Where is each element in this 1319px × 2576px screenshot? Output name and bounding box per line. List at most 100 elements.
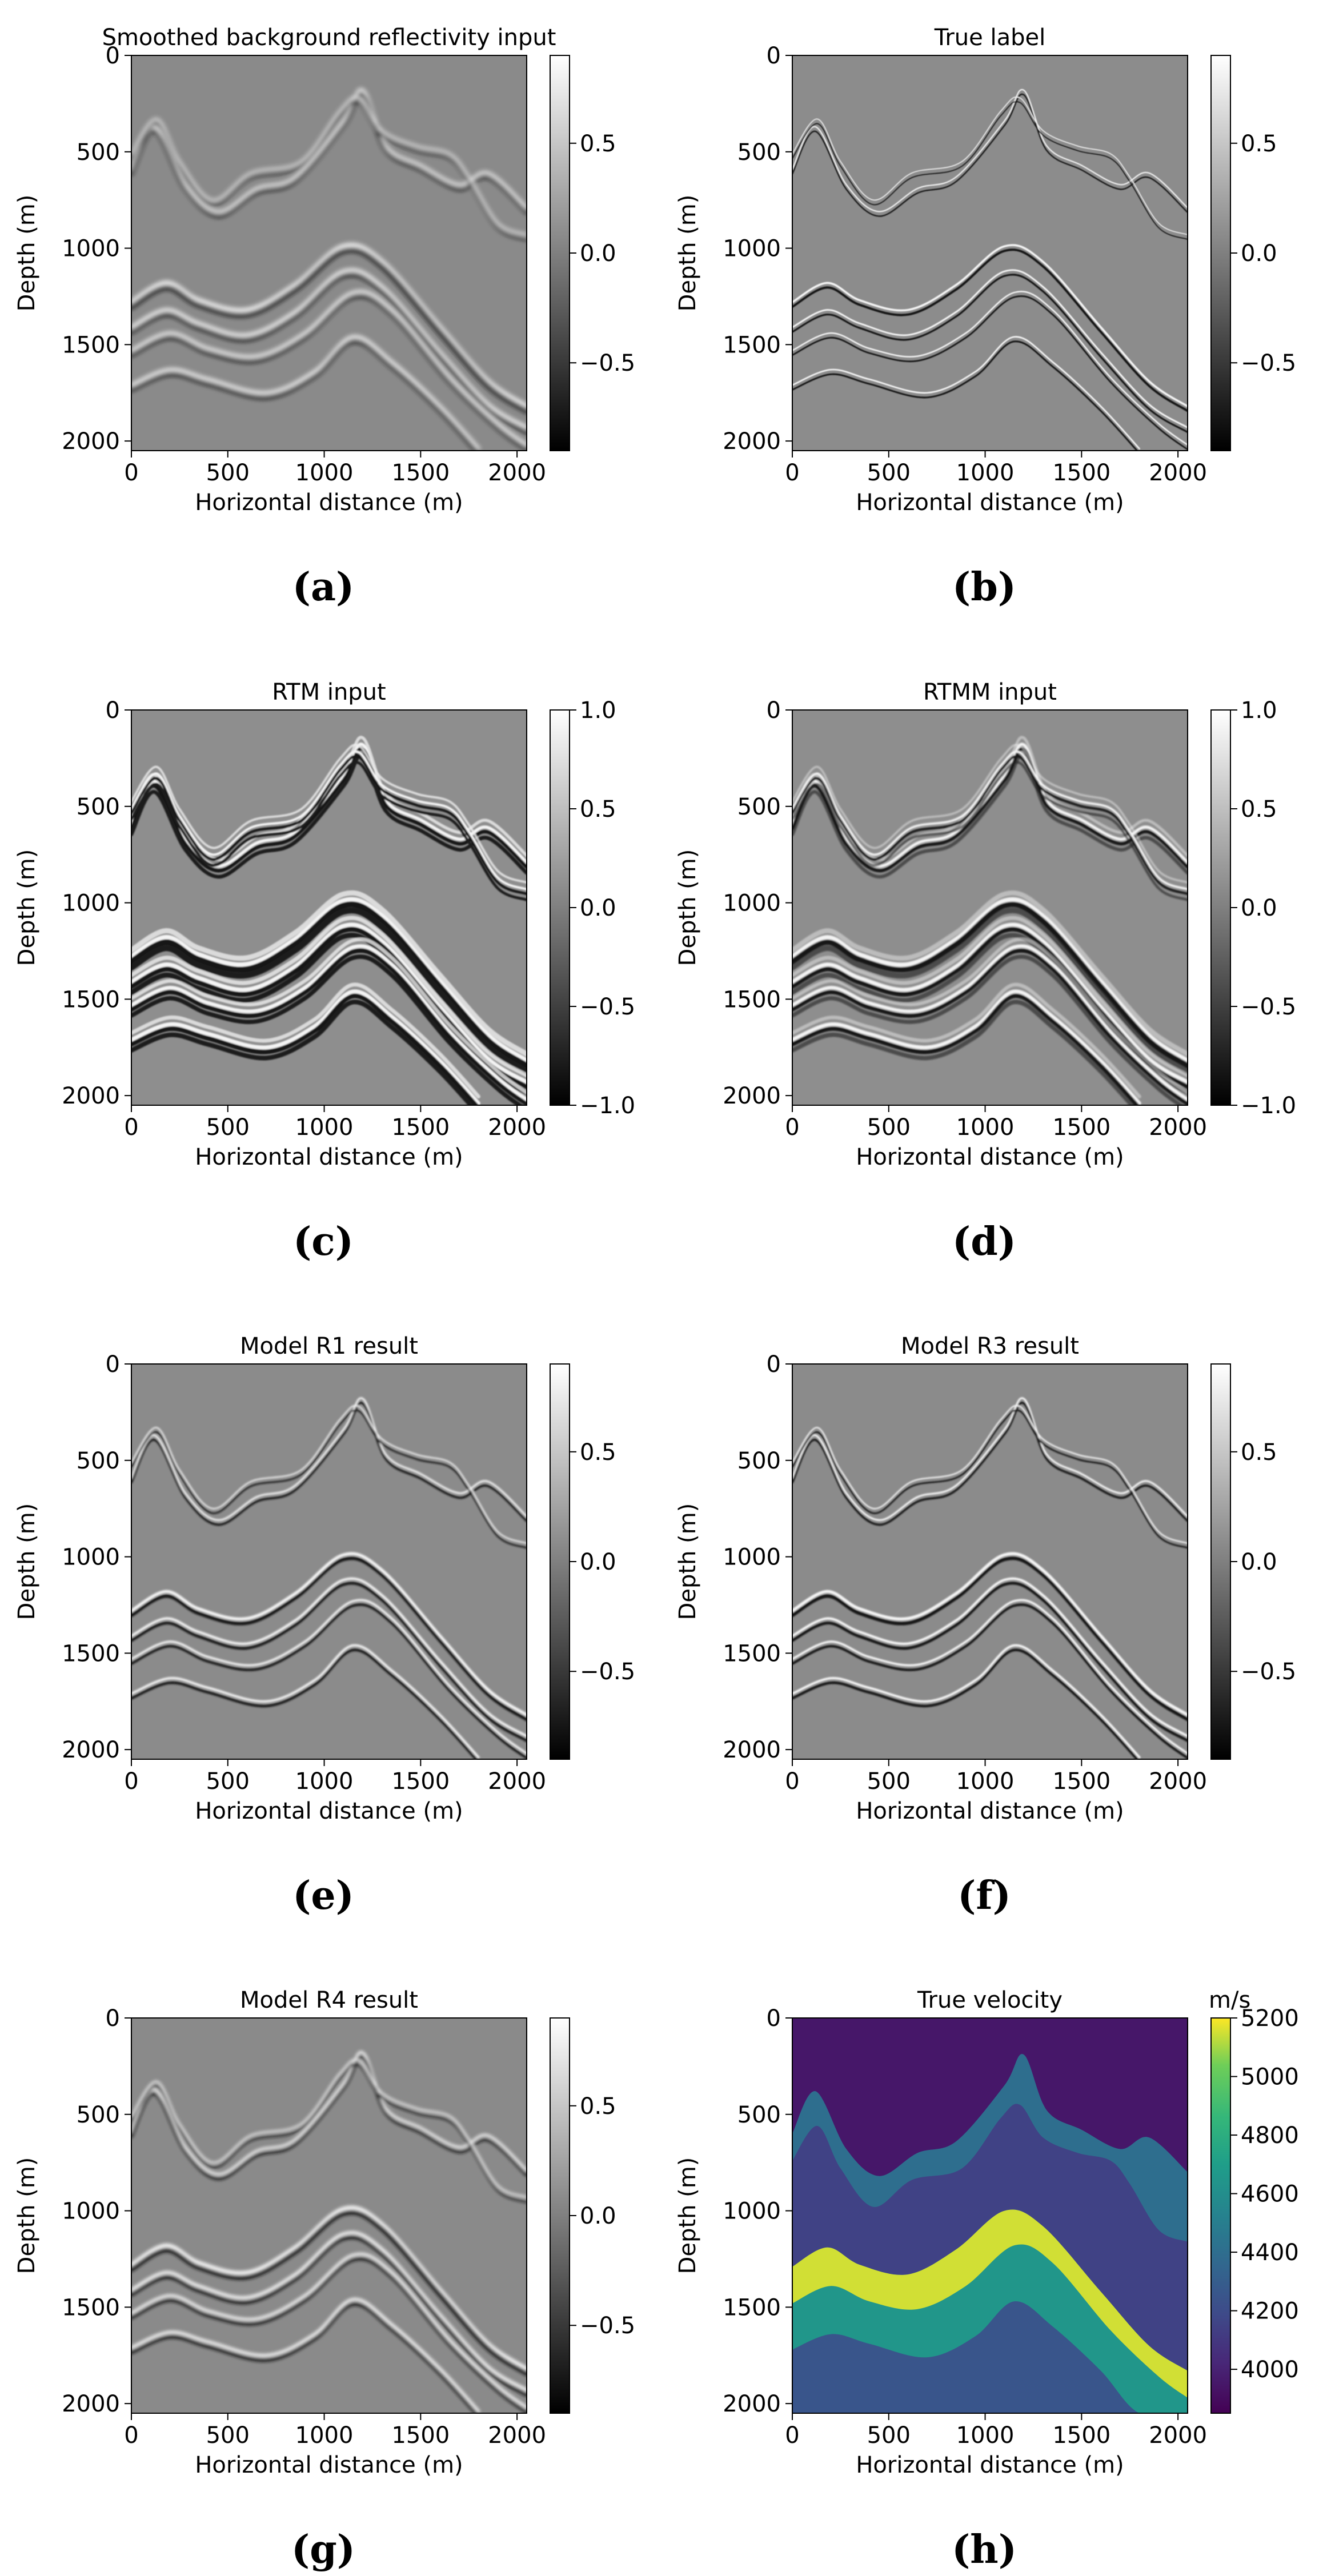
reflector-dark bbox=[792, 1409, 1188, 1549]
reflector-bright bbox=[792, 97, 1188, 235]
reflector-bright bbox=[792, 937, 1188, 1095]
panel-title: RTM input bbox=[272, 679, 386, 705]
colorbar-tick-label: 0.0 bbox=[580, 1549, 616, 1575]
y-axis-label: Depth (m) bbox=[675, 1503, 701, 1620]
panel-title: True label bbox=[934, 25, 1045, 51]
reflector-bright bbox=[792, 751, 1188, 890]
x-tick-label: 500 bbox=[206, 2422, 250, 2449]
reflector-dark bbox=[131, 2302, 479, 2413]
reflector-dark bbox=[131, 761, 527, 901]
y-tick-label: 1000 bbox=[723, 1544, 781, 1571]
x-axis-label: Horizontal distance (m) bbox=[195, 1144, 463, 1170]
panel-caption: (h) bbox=[952, 2527, 1017, 2573]
y-tick-label: 2000 bbox=[723, 1083, 781, 1109]
x-tick-label: 1000 bbox=[295, 1768, 354, 1795]
reflector-dark bbox=[792, 101, 1188, 240]
y-tick-label: 2000 bbox=[62, 2391, 120, 2417]
colorbar-tick-label: 0.5 bbox=[1241, 131, 1277, 157]
x-tick-label: 500 bbox=[206, 1768, 250, 1795]
x-tick-label: 1500 bbox=[391, 1114, 450, 1141]
y-tick-label: 0 bbox=[767, 43, 781, 69]
colorbar-tick-label: 0.5 bbox=[1241, 1439, 1277, 1466]
reflector-bright bbox=[131, 890, 527, 1057]
reflector-dark bbox=[131, 2210, 527, 2376]
reflector-dark bbox=[131, 2063, 527, 2203]
colorbar-tick-label: 0.0 bbox=[580, 240, 616, 267]
colorbar-tick-label: −0.5 bbox=[580, 994, 635, 1020]
panel-caption: (d) bbox=[952, 1219, 1016, 1265]
reflector-bright bbox=[792, 1644, 1141, 1759]
reflector-dark bbox=[792, 747, 1188, 873]
x-tick-label: 0 bbox=[124, 460, 138, 486]
y-tick-label: 1500 bbox=[723, 332, 781, 358]
reflector-dark bbox=[131, 1409, 527, 1549]
colorbar-tick-label: 0.0 bbox=[1241, 895, 1277, 921]
y-axis-label: Depth (m) bbox=[675, 849, 701, 966]
colorbar-tick-label: 4200 bbox=[1241, 2298, 1299, 2325]
reflector-bright bbox=[131, 2298, 480, 2413]
x-tick-label: 500 bbox=[867, 2422, 911, 2449]
colorbar-tick-label: −0.5 bbox=[580, 2313, 635, 2339]
x-tick-label: 1500 bbox=[1052, 460, 1110, 486]
x-axis-label: Horizontal distance (m) bbox=[195, 489, 463, 516]
panel-b-background bbox=[792, 55, 1188, 451]
x-tick-label: 1500 bbox=[1052, 1114, 1110, 1141]
x-tick-label: 500 bbox=[867, 460, 911, 486]
x-tick-label: 2000 bbox=[488, 2422, 546, 2449]
velocity-reflector-band bbox=[792, 2209, 1188, 2398]
reflector-bright bbox=[131, 335, 480, 451]
panel-g-reflectors bbox=[131, 2051, 527, 2413]
x-tick-label: 0 bbox=[785, 1768, 799, 1795]
y-tick-label: 500 bbox=[737, 139, 781, 166]
reflector-dark bbox=[792, 1000, 1135, 1105]
reflector-dark bbox=[792, 340, 1138, 451]
x-tick-label: 500 bbox=[206, 460, 250, 486]
reflector-bright bbox=[792, 244, 1188, 408]
y-tick-label: 500 bbox=[77, 2102, 120, 2128]
reflector-dark bbox=[792, 753, 1188, 879]
reflector-dark bbox=[792, 1603, 1188, 1759]
panel-d-reflectors bbox=[792, 736, 1188, 1105]
reflector-bright bbox=[131, 1644, 480, 1759]
colorbar-tick-label: 0.5 bbox=[580, 1439, 616, 1466]
reflector-dark bbox=[131, 2055, 527, 2180]
y-axis-label: Depth (m) bbox=[14, 1503, 40, 1620]
y-axis-label: Depth (m) bbox=[675, 2157, 701, 2274]
x-tick-label: 1000 bbox=[295, 460, 354, 486]
reflector-bright bbox=[792, 736, 1188, 861]
y-tick-label: 1500 bbox=[723, 986, 781, 1013]
y-tick-label: 2000 bbox=[62, 1083, 120, 1109]
reflector-bright bbox=[792, 1397, 1188, 1522]
colorbar-tick-label: −1.0 bbox=[1241, 1093, 1296, 1119]
reflector-dark bbox=[792, 949, 1188, 1105]
reflector-bright bbox=[792, 1405, 1188, 1544]
y-tick-label: 500 bbox=[77, 139, 120, 166]
y-axis-label: Depth (m) bbox=[14, 2157, 40, 2274]
reflector-dark bbox=[131, 294, 527, 451]
reflector-bright bbox=[792, 743, 1188, 868]
panel-f-frame bbox=[792, 1363, 1188, 1760]
colorbar-tick-label: 5000 bbox=[1241, 2064, 1299, 2091]
reflector-dark bbox=[131, 247, 527, 414]
reflector-bright bbox=[131, 744, 527, 884]
reflector-bright bbox=[131, 88, 527, 213]
reflector-bright bbox=[131, 290, 527, 447]
y-tick-label: 1000 bbox=[62, 890, 120, 917]
panel-c-frame bbox=[131, 709, 527, 1106]
y-tick-label: 2000 bbox=[62, 1737, 120, 1763]
reflector-bright bbox=[131, 96, 527, 236]
panel-title: True velocity bbox=[917, 1987, 1063, 2013]
colorbar-tick-label: 0.5 bbox=[1241, 796, 1277, 822]
colorbar-tick-label: 0.0 bbox=[580, 2203, 616, 2229]
colorbar-tick-label: 1.0 bbox=[1241, 697, 1277, 724]
panel-b-colorbar bbox=[1210, 55, 1231, 451]
reflector-dark bbox=[131, 907, 527, 1075]
reflector-dark bbox=[131, 339, 479, 451]
reflector-bright bbox=[131, 2051, 527, 2176]
reflector-dark bbox=[792, 1648, 1139, 1759]
x-axis-label: Horizontal distance (m) bbox=[856, 2452, 1124, 2478]
reflector-bright bbox=[792, 982, 1141, 1098]
